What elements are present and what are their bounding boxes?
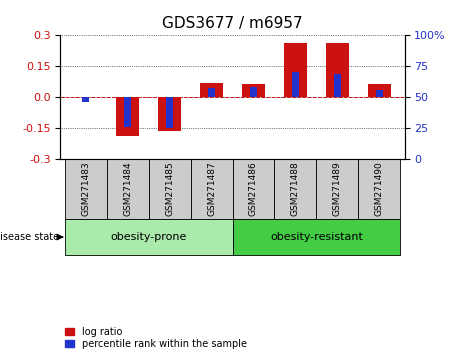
Text: GSM271490: GSM271490 — [375, 162, 384, 216]
Bar — [250, 87, 257, 97]
Bar — [316, 159, 359, 219]
Text: GSM271489: GSM271489 — [333, 162, 342, 216]
Bar — [326, 42, 349, 97]
Bar — [242, 84, 265, 97]
Bar — [200, 83, 223, 97]
Bar — [274, 159, 316, 219]
Bar — [116, 97, 139, 136]
Bar — [166, 97, 173, 128]
Bar — [368, 84, 391, 97]
Bar — [284, 42, 307, 97]
Bar — [376, 90, 383, 97]
Title: GDS3677 / m6957: GDS3677 / m6957 — [162, 16, 303, 32]
Bar — [359, 159, 400, 219]
Bar — [65, 219, 232, 255]
Text: GSM271488: GSM271488 — [291, 162, 300, 216]
Bar — [232, 159, 274, 219]
Text: GSM271484: GSM271484 — [123, 162, 132, 216]
Bar — [82, 97, 89, 102]
Bar — [191, 159, 232, 219]
Bar — [232, 219, 400, 255]
Bar — [65, 159, 106, 219]
Bar — [106, 159, 149, 219]
Text: obesity-resistant: obesity-resistant — [270, 232, 363, 242]
Bar — [292, 73, 299, 97]
Bar — [333, 74, 341, 97]
Text: GSM271483: GSM271483 — [81, 162, 90, 216]
Text: obesity-prone: obesity-prone — [110, 232, 187, 242]
Bar — [149, 159, 191, 219]
Text: disease state: disease state — [0, 232, 60, 242]
Bar — [158, 97, 181, 131]
Bar — [208, 88, 215, 97]
Text: GSM271487: GSM271487 — [207, 162, 216, 216]
Bar — [124, 97, 132, 127]
Text: GSM271485: GSM271485 — [165, 162, 174, 216]
Legend: log ratio, percentile rank within the sample: log ratio, percentile rank within the sa… — [65, 327, 247, 349]
Text: GSM271486: GSM271486 — [249, 162, 258, 216]
